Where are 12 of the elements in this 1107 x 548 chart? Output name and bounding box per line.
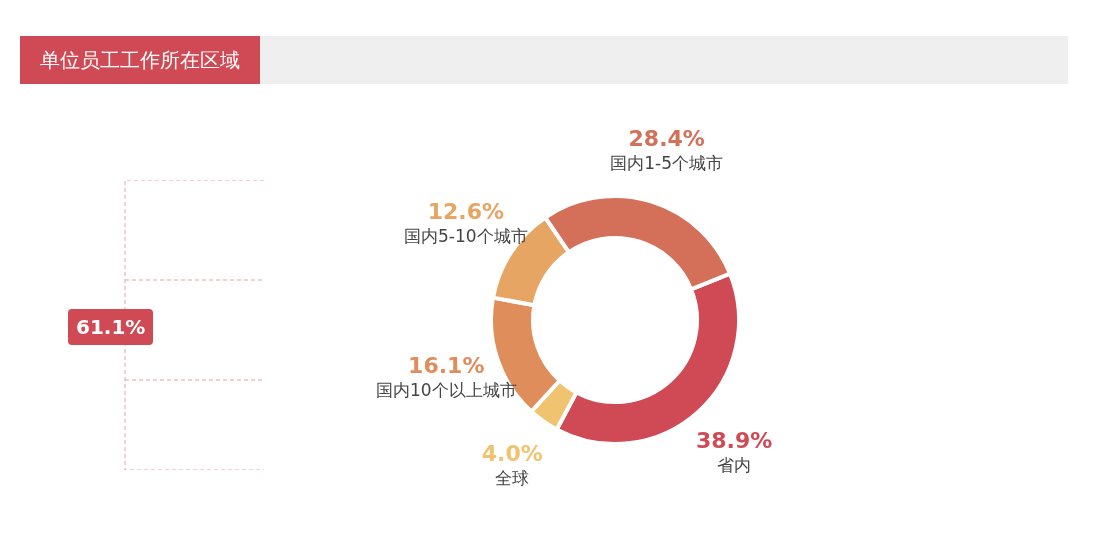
text: 单位员工工作所在区域 bbox=[20, 36, 260, 84]
slice-label: 国内1-5个城市 bbox=[610, 152, 724, 173]
slice-label: 国内5-10个城市 bbox=[404, 225, 528, 246]
slice-label: 国内10个以上城市 bbox=[375, 379, 517, 400]
data-label: 12.6% bbox=[427, 198, 505, 224]
text: 61.1% bbox=[68, 309, 154, 345]
data-label: 16.1% bbox=[408, 352, 485, 378]
data-label: 4.0% bbox=[481, 441, 543, 467]
data-label: 38.9% bbox=[695, 428, 773, 454]
data-label: 28.4% bbox=[628, 125, 705, 151]
slice-label: 全球 bbox=[495, 468, 530, 489]
slice-label: 省内 bbox=[717, 455, 752, 476]
